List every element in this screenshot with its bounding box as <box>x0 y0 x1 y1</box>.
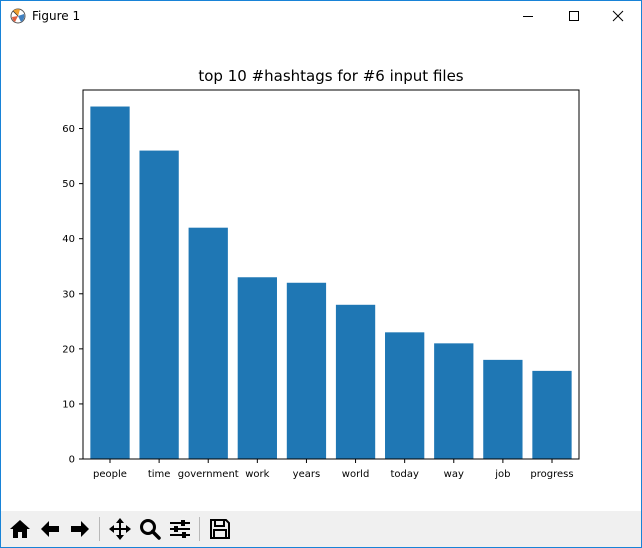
x-tick-label: government <box>178 469 239 480</box>
toolbar-separator <box>199 517 200 541</box>
x-tick-label: world <box>342 469 370 480</box>
axes-frame <box>82 89 580 460</box>
bars <box>90 106 572 459</box>
x-tick-label: progress <box>530 469 573 480</box>
window-title: Figure 1 <box>32 9 81 23</box>
forward-button[interactable] <box>67 516 93 542</box>
back-button[interactable] <box>37 516 63 542</box>
chart-title: top 10 #hashtags for #6 input files <box>198 67 463 85</box>
pan-button[interactable] <box>107 516 133 542</box>
x-tick-label: time <box>148 469 171 480</box>
minimize-button[interactable] <box>505 1 551 31</box>
bar-progress <box>532 370 572 459</box>
bar-work <box>237 277 277 459</box>
bar-job <box>483 359 523 459</box>
y-tick-label: 60 <box>62 124 75 135</box>
toolbar-separator <box>99 517 100 541</box>
close-icon <box>612 10 624 22</box>
y-tick-label: 40 <box>62 234 75 245</box>
bar-world <box>335 304 376 459</box>
y-tick-label: 30 <box>62 289 75 300</box>
maximize-icon <box>569 11 579 21</box>
x-tick-label: way <box>444 469 464 480</box>
close-button[interactable] <box>595 1 641 31</box>
title-bar[interactable]: Figure 1 <box>1 1 641 31</box>
pan-icon <box>109 518 131 540</box>
zoom-icon <box>140 519 161 540</box>
save-icon <box>210 519 230 539</box>
y-tick-label: 50 <box>62 179 75 190</box>
home-icon <box>10 520 30 538</box>
x-tick-label: people <box>93 469 127 480</box>
bar-time <box>139 150 179 459</box>
bar-chart: top 10 #hashtags for #6 input files 0 10 2… <box>62 67 580 480</box>
minimize-icon <box>523 16 533 17</box>
navigation-toolbar <box>1 511 641 547</box>
bar-years <box>286 282 327 459</box>
bar-way <box>434 343 474 459</box>
x-axis: people time government work years world today w… <box>93 459 574 480</box>
y-tick-label: 0 <box>69 455 75 466</box>
configure-subplots-icon <box>170 520 190 538</box>
x-tick-label: years <box>293 469 321 480</box>
save-button[interactable] <box>207 516 233 542</box>
x-tick-label: work <box>245 469 269 480</box>
x-tick-label: job <box>494 469 510 480</box>
y-tick-label: 10 <box>62 399 75 410</box>
y-tick-label: 20 <box>62 344 75 355</box>
zoom-button[interactable] <box>137 516 163 542</box>
maximize-button[interactable] <box>551 1 597 31</box>
y-axis: 0 10 20 30 40 50 60 <box>62 124 83 466</box>
bar-today <box>385 332 425 459</box>
matplotlib-logo-icon <box>10 8 26 24</box>
plot-area[interactable]: top 10 #hashtags for #6 input files 0 10 2… <box>1 31 641 511</box>
forward-arrow-icon <box>71 521 89 537</box>
bar-government <box>188 227 228 459</box>
home-button[interactable] <box>7 516 33 542</box>
bar-people <box>90 106 130 459</box>
back-arrow-icon <box>41 521 59 537</box>
configure-subplots-button[interactable] <box>167 516 193 542</box>
x-tick-label: today <box>390 469 419 480</box>
